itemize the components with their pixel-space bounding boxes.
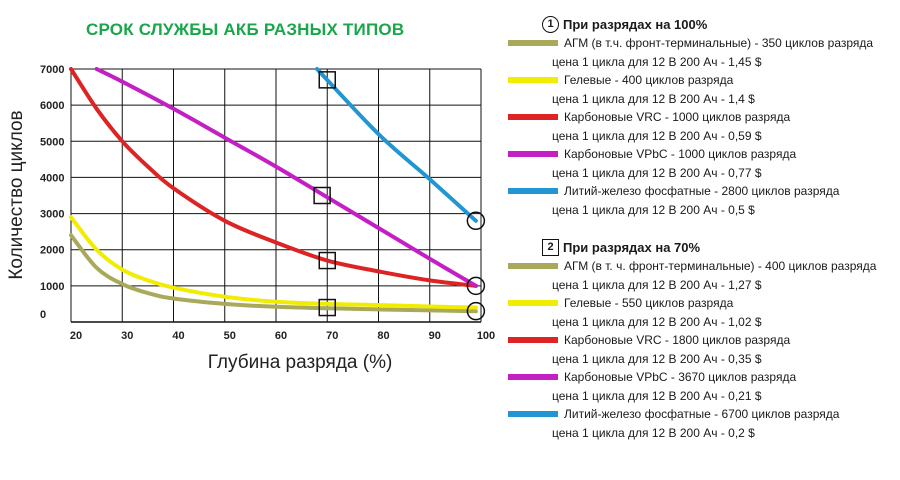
legend-row: Литий-железо фосфатные - 2800 циклов раз…	[508, 182, 898, 201]
legend-price: цена 1 цикла для 12 В 200 Ач - 0,77 $	[552, 165, 762, 180]
legend-swatch	[508, 40, 558, 47]
legend-row: Карбоновые VRC - 1800 циклов разряда	[508, 331, 898, 350]
legend-price: цена 1 цикла для 12 В 200 Ач - 1,45 $	[552, 54, 762, 69]
legend-label: Гелевые - 400 циклов разряда	[564, 73, 734, 87]
legend-section-100: 1 При разрядах на 100% АГМ (в т.ч. фронт…	[508, 14, 898, 219]
legend-row: Литий-железо фосфатные - 6700 циклов раз…	[508, 405, 898, 424]
marker-square-70	[318, 251, 336, 270]
legend-label: Карбоновые VRC - 1800 циклов разряда	[564, 333, 791, 347]
legend-items-100: АГМ (в т.ч. фронт-терминальные) - 350 ци…	[508, 34, 898, 219]
marker-square-70	[318, 298, 336, 317]
legend-label: АГМ (в т.ч. фронт-терминальные) - 350 ци…	[564, 36, 874, 50]
x-tick-label: 60	[275, 330, 287, 342]
y-tick-label: 0	[40, 309, 46, 321]
legend-swatch	[508, 411, 558, 418]
legend-swatch	[508, 263, 558, 270]
legend: 1 При разрядах на 100% АГМ (в т.ч. фронт…	[508, 14, 898, 460]
legend-swatch	[508, 188, 558, 195]
marker-circle-100	[466, 276, 486, 296]
legend-price: цена 1 цикла для 12 В 200 Ач - 0,2 $	[552, 425, 755, 440]
grid	[70, 68, 482, 323]
legend-swatch	[508, 300, 558, 307]
marker-square-70	[313, 186, 331, 205]
legend-item: Гелевые - 550 циклов разряда цена 1 цикла…	[508, 294, 898, 331]
legend-swatch	[508, 337, 558, 344]
y-tick-label: 7000	[40, 64, 64, 76]
tick-labels: 20 30 40 50 60 70 80 90 100010002000300040005000…	[40, 64, 495, 342]
x-tick-label: 50	[224, 330, 236, 342]
y-tick-label: 2000	[40, 245, 64, 257]
legend-section-70: 2 При разрядах на 70% АГМ (в т. ч. фронт…	[508, 237, 898, 442]
legend-label: Литий-железо фосфатные - 2800 циклов раз…	[564, 184, 840, 198]
series-line	[315, 67, 478, 223]
x-tick-label: 40	[172, 330, 184, 342]
legend-swatch	[508, 77, 558, 84]
series-lines	[69, 67, 478, 314]
legend-label: Карбоновые VPbC - 3670 циклов разряда	[564, 370, 797, 384]
legend-row: Гелевые - 550 циклов разряда	[508, 294, 898, 313]
legend-label: Карбоновые VPbC - 1000 циклов разряда	[564, 147, 797, 161]
legend-item: Карбоновые VRC - 1800 циклов разряда цена…	[508, 331, 898, 368]
legend-swatch	[508, 151, 558, 158]
x-tick-label: 80	[377, 330, 389, 342]
series-line	[69, 233, 478, 314]
legend-row: АГМ (в т.ч. фронт-терминальные) - 350 ци…	[508, 34, 898, 53]
legend-label: Карбоновые VRC - 1000 циклов разряда	[564, 110, 791, 124]
line-chart: 20 30 40 50 60 70 80 90 100010002000300040005000…	[6, 64, 495, 373]
legend-item: Карбоновые VPbC - 3670 циклов разряда цен…	[508, 368, 898, 405]
legend-swatch	[508, 114, 558, 121]
legend-price: цена 1 цикла для 12 В 200 Ач - 1,27 $	[552, 277, 762, 292]
legend-item: Литий-железо фосфатные - 6700 циклов раз…	[508, 405, 898, 442]
series-line	[69, 67, 478, 288]
legend-label: Литий-железо фосфатные - 6700 циклов раз…	[564, 407, 840, 421]
legend-item: Литий-железо фосфатные - 2800 циклов раз…	[508, 182, 898, 219]
legend-title-100: При разрядах на 100%	[563, 16, 708, 32]
y-tick-label: 5000	[40, 136, 64, 148]
marker-circle-100	[466, 301, 486, 321]
marker-square-70	[318, 71, 336, 89]
y-tick-label: 3000	[40, 209, 64, 221]
markers	[313, 71, 486, 321]
y-tick-label: 1000	[40, 281, 64, 293]
legend-price: цена 1 цикла для 12 В 200 Ач - 1,02 $	[552, 314, 762, 329]
legend-row: АГМ (в т. ч. фронт-терминальные) - 400 ц…	[508, 257, 898, 276]
legend-row: Карбоновые VPbC - 3670 циклов разряда	[508, 368, 898, 387]
x-tick-label: 20	[70, 330, 82, 342]
legend-label: Гелевые - 550 циклов разряда	[564, 296, 734, 310]
legend-price: цена 1 цикла для 12 В 200 Ач - 0,5 $	[552, 202, 755, 217]
legend-item: АГМ (в т. ч. фронт-терминальные) - 400 ц…	[508, 257, 898, 294]
legend-price: цена 1 цикла для 12 В 200 Ач - 1,4 $	[552, 91, 755, 106]
x-tick-label: 90	[429, 330, 441, 342]
legend-item: Гелевые - 400 циклов разряда цена 1 цикла…	[508, 71, 898, 108]
legend-item: Карбоновые VPbC - 1000 циклов разряда цен…	[508, 145, 898, 182]
section-number-badge: 2	[542, 238, 559, 256]
legend-items-70: АГМ (в т. ч. фронт-терминальные) - 400 ц…	[508, 257, 898, 442]
legend-header-100: 1 При разрядах на 100%	[542, 14, 898, 34]
legend-price: цена 1 цикла для 12 В 200 Ач - 0,59 $	[552, 128, 762, 143]
legend-price: цена 1 цикла для 12 В 200 Ач - 0,21 $	[552, 388, 762, 403]
legend-item: Карбоновые VRC - 1000 циклов разряда цена…	[508, 108, 898, 145]
legend-row: Гелевые - 400 циклов разряда	[508, 71, 898, 90]
x-tick-label: 70	[326, 330, 338, 342]
section-number-badge: 1	[542, 15, 559, 33]
x-tick-label: 100	[477, 330, 495, 342]
y-tick-label: 4000	[40, 172, 64, 184]
legend-label: АГМ (в т. ч. фронт-терминальные) - 400 ц…	[564, 259, 877, 273]
series-line	[69, 215, 478, 310]
marker-circle-100	[466, 211, 486, 231]
y-axis-label: Количество циклов	[6, 110, 27, 279]
x-axis-label: Глубина разряда (%)	[208, 352, 393, 373]
legend-title-70: При разрядах на 70%	[563, 239, 701, 255]
legend-row: Карбоновые VRC - 1000 циклов разряда	[508, 108, 898, 127]
series-line	[94, 67, 478, 288]
y-tick-label: 6000	[40, 100, 64, 112]
legend-row: Карбоновые VPbC - 1000 циклов разряда	[508, 145, 898, 164]
chart-title: СРОК СЛУЖБЫ АКБ РАЗНЫХ ТИПОВ	[86, 20, 405, 39]
legend-item: АГМ (в т.ч. фронт-терминальные) - 350 ци…	[508, 34, 898, 71]
legend-swatch	[508, 374, 558, 381]
legend-header-70: 2 При разрядах на 70%	[542, 237, 898, 257]
x-tick-label: 30	[121, 330, 133, 342]
legend-price: цена 1 цикла для 12 В 200 Ач - 0,35 $	[552, 351, 762, 366]
